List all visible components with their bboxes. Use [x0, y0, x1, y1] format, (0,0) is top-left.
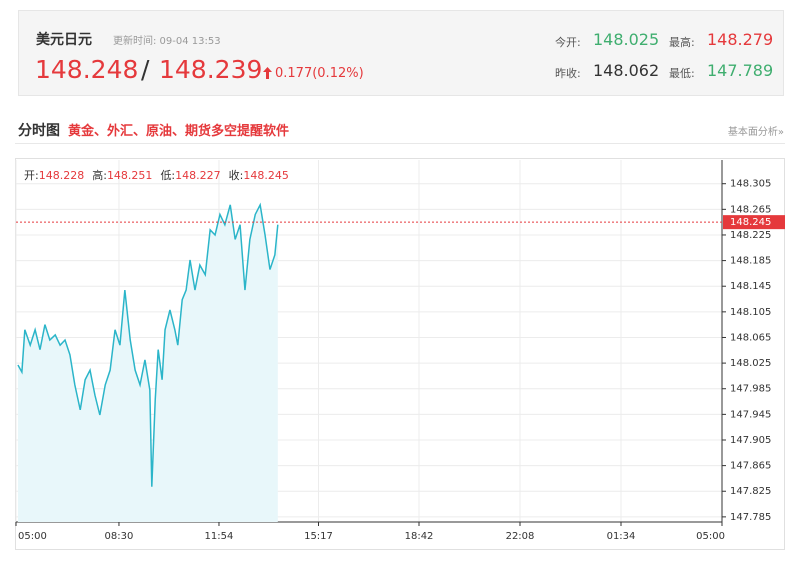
promo-link[interactable]: 黄金、外汇、原油、期货多空提醒软件: [68, 124, 290, 139]
analysis-link[interactable]: 基本面分析»: [727, 127, 784, 138]
stat-value: 148.062: [593, 61, 660, 80]
stat-value: 148.279: [707, 30, 774, 49]
y-tick-label: 148.225: [730, 230, 771, 241]
stat-value: 148.025: [593, 30, 660, 49]
ohlc-label: 高:: [92, 169, 107, 182]
ohlc-value: 148.228: [38, 169, 85, 182]
x-tick-label: 11:54: [205, 531, 234, 542]
area: [17, 204, 278, 523]
y-tick-label: 148.305: [730, 179, 771, 190]
ohlc-info: 开:148.228 高:148.251 低:148.227 收:148.245: [24, 167, 289, 183]
separator: /: [141, 55, 150, 84]
ask-price: 148.239: [159, 55, 263, 84]
stat-label: 最高:: [669, 36, 695, 49]
stat-label: 今开:: [555, 36, 581, 49]
y-tick-label: 147.985: [730, 384, 771, 395]
ohlc-item: 高:148.251: [92, 167, 152, 183]
y-tick-label: 148.025: [730, 358, 771, 369]
x-tick-label: 18:42: [405, 531, 434, 542]
x-tick-label: 05:00: [696, 531, 725, 542]
bid-price: 148.248: [35, 55, 139, 84]
x-tick-label: 01:34: [607, 531, 636, 542]
up-arrow: [263, 67, 272, 79]
ohlc-label: 低:: [160, 169, 176, 182]
y-tick-label: 148.105: [730, 307, 771, 318]
stat-label: 最低:: [669, 67, 695, 80]
y-tick-label: 148.265: [730, 204, 771, 215]
stat-label: 昨收:: [555, 67, 581, 80]
divider: [15, 143, 785, 144]
ohlc-item: 低:148.227: [160, 167, 220, 183]
y-tick-label: 147.905: [730, 435, 771, 446]
y-tick-label: 147.825: [730, 486, 771, 497]
change: 0.177(0.12%): [275, 66, 364, 81]
y-tick-label: 148.145: [730, 281, 771, 292]
update-time: 更新时间: 09-04 13:53: [113, 36, 221, 47]
stat-value: 147.789: [707, 61, 774, 80]
section-title: 分时图: [18, 123, 60, 139]
x-tick-label: 22:08: [506, 531, 535, 542]
x-tick-label: 08:30: [105, 531, 134, 542]
pair-name: 美元日元: [36, 32, 92, 48]
ohlc-label: 收:: [228, 169, 244, 182]
y-tick-label: 148.185: [730, 256, 771, 267]
ohlc-item: 收:148.245: [229, 167, 289, 183]
x-tick-label: 05:00: [18, 531, 47, 542]
ohlc-label: 开:: [24, 169, 39, 182]
x-tick-label: 15:17: [304, 531, 333, 542]
ohlc-value: 148.251: [106, 169, 153, 182]
y-tick-label: 148.065: [730, 332, 771, 343]
y-tick-label: 147.865: [730, 461, 771, 472]
last-price-label: 148.245: [730, 217, 771, 228]
ohlc-value: 148.227: [175, 169, 221, 182]
quote-header: 美元日元 更新时间: 09-04 13:53 148.248 / 148.239…: [18, 10, 784, 96]
price-line: [17, 202, 279, 487]
y-tick-label: 147.945: [730, 409, 771, 420]
last-price-box: [723, 215, 785, 230]
ohlc-value: 148.245: [243, 169, 289, 182]
y-tick-label: 147.785: [730, 512, 771, 523]
ohlc-item: 开:148.228: [24, 167, 84, 183]
